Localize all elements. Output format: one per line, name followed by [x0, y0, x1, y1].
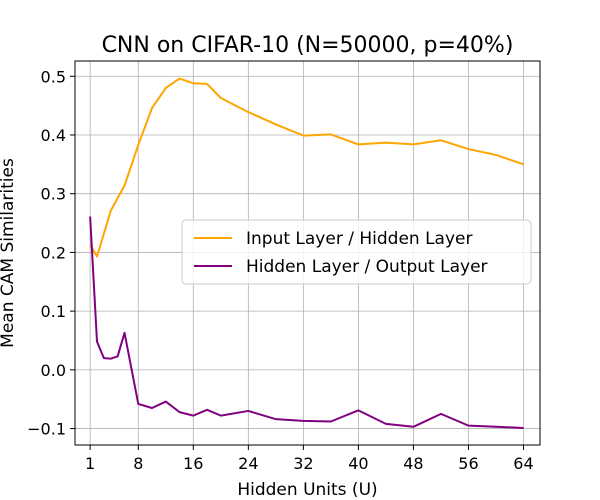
x-tick-label: 16 [183, 454, 203, 473]
x-tick-label: 40 [348, 454, 368, 473]
x-tick-label: 56 [458, 454, 478, 473]
x-tick-label: 1 [85, 454, 95, 473]
legend-label-hidden-output: Hidden Layer / Output Layer [246, 257, 488, 277]
x-tick-label: 64 [513, 454, 533, 473]
y-tick-label: 0.4 [41, 126, 66, 145]
y-tick-label: 0.0 [41, 361, 66, 380]
plot-frame [74, 60, 541, 446]
series-lines [89, 77, 524, 429]
y-tick-label: 0.1 [41, 302, 66, 321]
x-tick-label: 24 [238, 454, 258, 473]
axis-ticks: 1 8 16 24 32 40 48 56 64 −0.1 0.0 0.1 0.2 0.3 0.4 0.5 [27, 67, 534, 473]
y-tick-label: 0.5 [41, 67, 66, 86]
x-tick-label: 48 [403, 454, 423, 473]
series-line-0 [89, 77, 524, 258]
series-line-1 [89, 216, 524, 429]
chart-title: CNN on CIFAR-10 (N=50000, p=40%) [102, 33, 514, 58]
legend: Input Layer / Hidden Layer Hidden Layer … [181, 219, 532, 285]
y-tick-label: 0.2 [41, 243, 66, 262]
legend-box [181, 219, 532, 285]
x-tick-label: 32 [293, 454, 313, 473]
y-tick-label: 0.3 [41, 185, 66, 204]
y-tick-label: −0.1 [27, 420, 66, 439]
y-axis-label: Mean CAM Similarities [0, 158, 18, 348]
legend-label-input-hidden: Input Layer / Hidden Layer [246, 229, 472, 249]
x-axis-label: Hidden Units (U) [237, 480, 377, 500]
x-tick-label: 8 [133, 454, 143, 473]
